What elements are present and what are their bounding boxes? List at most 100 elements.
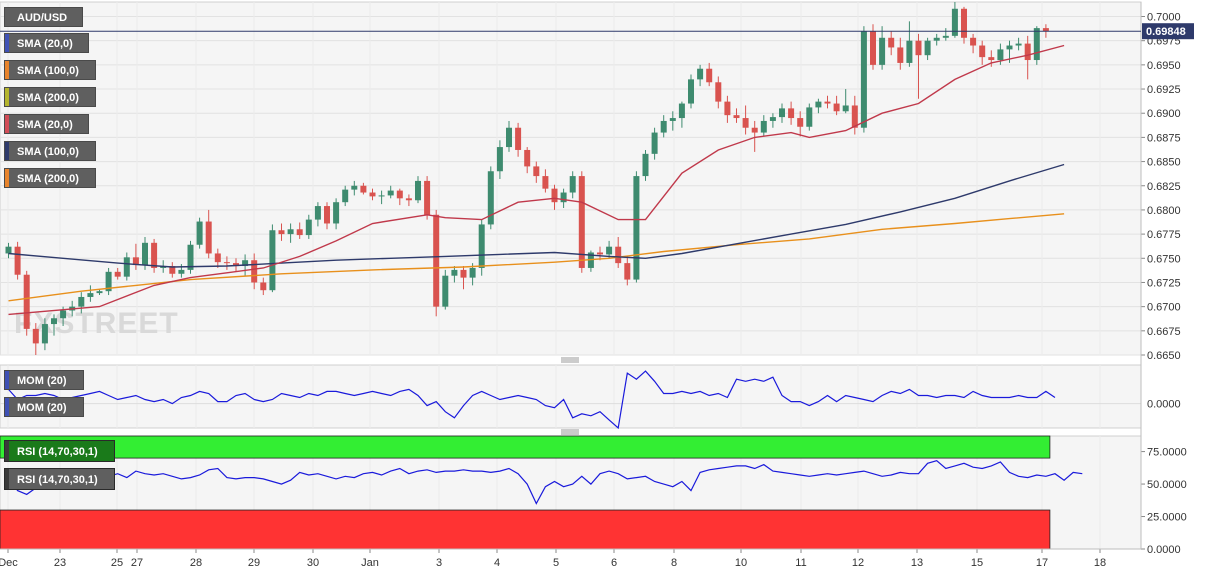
y-tick-label: 0.6875 xyxy=(1147,132,1181,144)
legend-label: SMA (20,0) xyxy=(17,38,73,50)
symbol-swatch xyxy=(5,8,9,26)
y-tick-label: 0.6900 xyxy=(1147,108,1181,120)
legend-swatch xyxy=(5,142,9,160)
candle-body xyxy=(424,180,431,215)
rsi-indicator xyxy=(0,435,1083,550)
candle-body xyxy=(314,206,321,220)
rsi-legend-item[interactable]: RSI (14,70,30,1) xyxy=(4,468,115,490)
mom-panel-background xyxy=(0,364,1142,429)
candle-body xyxy=(251,260,258,283)
candle-body xyxy=(606,246,613,255)
legend-swatch xyxy=(5,441,9,461)
candle-body xyxy=(797,118,804,127)
candle-body xyxy=(169,266,176,274)
mom-legend-item[interactable]: MOM (20) xyxy=(4,397,84,417)
y-tick-label: 0.6950 xyxy=(1147,60,1181,72)
x-tick-label: 15 xyxy=(971,557,983,569)
candle-body xyxy=(196,221,203,245)
x-tick-label: 11 xyxy=(795,557,806,569)
y-tick-label: 0.6650 xyxy=(1147,350,1181,362)
legend-label: SMA (100,0) xyxy=(17,146,79,158)
x-tick-label: 18 xyxy=(1094,557,1106,569)
candle-body xyxy=(779,108,785,118)
y-tick-label: 0.6925 xyxy=(1147,84,1181,96)
candle-body xyxy=(769,117,776,121)
sma-legend-item[interactable]: SMA (20,0) xyxy=(4,114,89,134)
x-tick-label: Jan xyxy=(361,557,379,569)
candle-body xyxy=(142,242,148,266)
candle-body xyxy=(997,49,1004,61)
candle-body xyxy=(524,149,531,167)
legend-swatch xyxy=(5,371,9,389)
sma-legend-item[interactable]: SMA (20,0) xyxy=(4,33,89,53)
mom-legend-item[interactable]: MOM (20) xyxy=(4,370,84,390)
x-tick-label: 30 xyxy=(307,557,319,569)
candle-body xyxy=(1006,45,1013,50)
candle-body xyxy=(278,230,285,235)
rsi-y-tick-label: 50.0000 xyxy=(1147,479,1187,491)
rsi-y-tick-label: 25.0000 xyxy=(1147,512,1187,524)
candle-body xyxy=(369,192,376,197)
candle-body xyxy=(415,180,421,201)
candle-body xyxy=(1042,28,1049,32)
candle-body xyxy=(269,230,276,291)
x-tick-label: 12 xyxy=(852,557,864,569)
candle-body xyxy=(879,37,886,65)
candle-body xyxy=(715,82,722,102)
candle-body xyxy=(961,8,967,38)
candle-body xyxy=(542,176,549,189)
sma-legend-item[interactable]: SMA (200,0) xyxy=(4,87,96,107)
symbol-label[interactable]: AUD/USD xyxy=(4,7,83,27)
candle-body xyxy=(678,103,685,119)
watermark: FXSTREET xyxy=(14,307,179,340)
legend-swatch xyxy=(5,61,9,79)
candle-body xyxy=(506,127,512,148)
candle-body xyxy=(23,274,30,329)
sma-legend-item[interactable]: SMA (100,0) xyxy=(4,60,96,80)
candle-body xyxy=(951,8,958,36)
candle-body xyxy=(760,120,767,133)
legend-label: SMA (20,0) xyxy=(17,119,73,131)
sma-legend-item[interactable]: SMA (200,0) xyxy=(4,168,96,188)
candle-body xyxy=(615,246,622,264)
x-tick-label: 29 xyxy=(248,557,260,569)
legend-label: RSI (14,70,30,1) xyxy=(17,474,98,486)
candle-body xyxy=(460,269,467,278)
candle-body xyxy=(915,40,922,56)
mom-y-tick-label: 0.0000 xyxy=(1147,399,1181,411)
panel-resize-handle[interactable] xyxy=(561,429,579,435)
candle-body xyxy=(260,282,267,291)
candle-body xyxy=(324,206,330,224)
candle-body xyxy=(806,107,813,127)
candle-body xyxy=(688,79,694,104)
candle-body xyxy=(833,103,840,112)
candle-body xyxy=(597,252,603,255)
panel-dividers[interactable] xyxy=(561,357,579,435)
x-tick-label: 17 xyxy=(1036,557,1048,569)
rsi-legend-item[interactable]: RSI (14,70,30,1) xyxy=(4,440,115,462)
x-tick-label: 5 xyxy=(553,557,559,569)
candle-body xyxy=(751,127,758,133)
legend-label: RSI (14,70,30,1) xyxy=(17,446,98,458)
y-tick-label: 0.6825 xyxy=(1147,181,1181,193)
panel-resize-handle[interactable] xyxy=(561,357,579,363)
candle-body xyxy=(51,318,57,325)
candle-body xyxy=(351,185,358,190)
sma100-line xyxy=(8,163,1065,268)
candle-body xyxy=(897,47,904,63)
candle-body xyxy=(860,31,867,128)
legend-label: SMA (100,0) xyxy=(17,65,79,77)
last-price-tag: 0.69848 xyxy=(0,23,1194,40)
candle-body xyxy=(496,147,503,172)
x-tick-label: 23 xyxy=(54,557,66,569)
candle-body xyxy=(560,192,567,203)
candle-body xyxy=(5,246,12,254)
candle-body xyxy=(123,257,130,277)
rsi-line xyxy=(8,460,1083,505)
sma-legend-item[interactable]: SMA (100,0) xyxy=(4,141,96,161)
candle-body xyxy=(979,45,986,58)
rsi-overbought-zone xyxy=(0,435,1051,459)
x-tick-label: 3 xyxy=(436,557,442,569)
candle-body xyxy=(32,328,39,344)
candle-body xyxy=(132,257,139,266)
